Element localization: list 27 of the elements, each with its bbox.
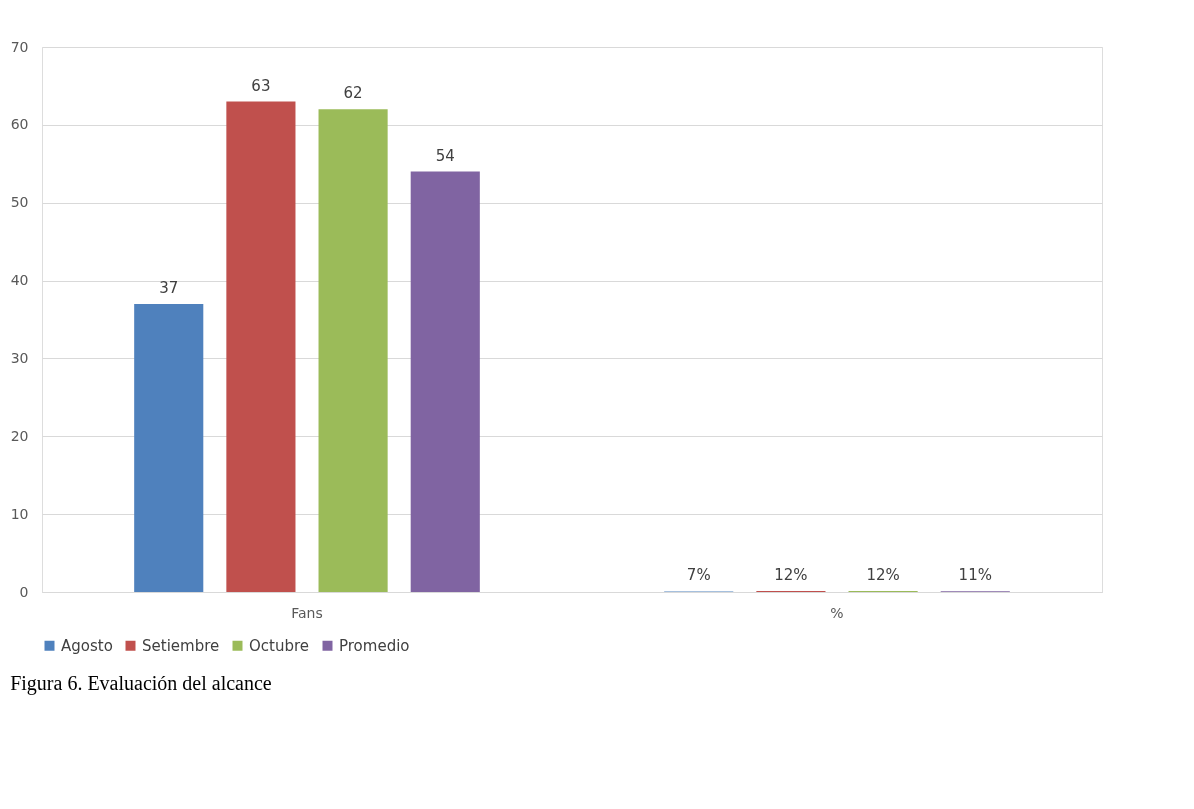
legend-label: Promedio xyxy=(339,636,410,655)
bar xyxy=(410,171,480,592)
y-tick-label: 50 xyxy=(10,194,29,211)
bar xyxy=(134,303,204,592)
y-tick-label: 20 xyxy=(10,427,29,444)
y-tick-label: 40 xyxy=(10,272,29,289)
y-tick-label: 60 xyxy=(10,116,29,133)
legend-label: Octubre xyxy=(249,636,310,655)
y-tick-label: 70 xyxy=(10,38,29,55)
data-label: 12% xyxy=(866,566,900,585)
legend-label: Agosto xyxy=(61,636,113,655)
x-tick-label: Fans xyxy=(291,604,323,621)
data-label: 7% xyxy=(686,566,711,585)
y-tick-label: 30 xyxy=(10,349,29,366)
data-label: 37 xyxy=(159,278,179,297)
y-tick-label: 0 xyxy=(19,583,29,600)
text: Figura 6. Evaluación del alcance xyxy=(10,672,272,695)
data-label: 12% xyxy=(774,566,808,585)
data-label: 11% xyxy=(958,566,992,585)
bar xyxy=(318,109,388,592)
bar xyxy=(226,101,296,592)
data-label: 62 xyxy=(343,84,363,103)
legend-label: Setiembre xyxy=(142,636,220,655)
x-tick-label: % xyxy=(830,604,844,621)
data-label: 63 xyxy=(251,76,271,95)
data-label: 54 xyxy=(435,146,455,165)
y-tick-label: 10 xyxy=(10,505,29,522)
